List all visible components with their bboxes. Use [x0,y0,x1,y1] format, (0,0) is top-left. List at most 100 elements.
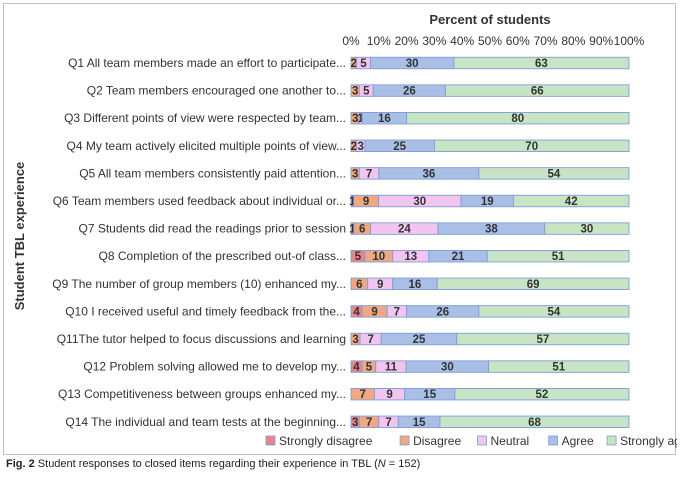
data-label: 68 [528,417,541,429]
bar-segment [456,332,630,346]
stacked-bar-chart: Percent of students Student TBL experien… [12,12,677,448]
bar-segment [478,305,630,318]
x-tick-label: 0% [342,34,360,48]
category-label: Q11The tutor helped to focus discussions… [57,332,346,346]
data-label: 11 [385,362,398,374]
data-label: 51 [552,251,565,263]
data-label: 30 [580,224,593,236]
bar-row: 1 6 24 38 30 [349,222,630,236]
bar-row: 3 1 16 80 [350,111,630,125]
category-labels: Q1 All team members made an effort to pa… [52,56,346,429]
data-label: 19 [481,196,494,208]
category-label: Q1 All team members made an effort to pa… [68,56,346,70]
bar-row: 1 9 30 19 42 [349,194,630,208]
category-label: Q6 Team members used feedback about indi… [53,194,346,208]
x-tick-label: 50% [478,34,502,48]
legend-swatch [477,435,487,446]
data-label: 3 [352,113,358,125]
data-label: 9 [377,279,383,291]
x-tick-label: 100% [614,34,645,48]
legend-swatch [606,435,617,446]
data-label: 16 [378,113,391,125]
data-label: 5 [355,251,362,263]
data-label: 42 [565,196,578,208]
x-tick-label: 10% [367,34,391,48]
bar-segment [478,167,630,180]
category-label: Q5 All team members consistently paid at… [79,166,346,180]
y-axis-label: Student TBL experience [12,162,27,311]
data-label: 5 [363,86,370,98]
category-label: Q13 Competitiveness between groups enhan… [58,387,346,401]
data-label: 3 [352,86,358,98]
category-label: Q10 I received useful and timely feedbac… [65,304,346,318]
bar-row: 3 7 36 54 [350,167,630,180]
legend-label: Strongly disagree [279,434,373,448]
x-tick-label: 90% [589,34,613,48]
data-label: 25 [413,334,426,346]
data-label: 2 [351,58,357,70]
data-label: 3 [352,334,358,346]
legend: Strongly disagree Disagree Neutral Agree Str… [265,434,677,448]
bar-row: 6 9 16 69 [350,277,630,291]
data-label: 24 [398,224,411,236]
data-label: 7 [367,334,373,346]
data-label: 3 [352,417,358,429]
data-label: 6 [359,224,365,236]
data-label: 80 [511,113,524,125]
data-label: 25 [393,141,406,153]
bar-row: 3 7 7 15 68 [350,415,630,429]
x-axis-ticks: 0% 10% 20% 30% 40% 50% 60% 70% 80% 90% 100% [342,34,644,48]
x-tick-label: 40% [450,34,474,48]
data-label: 4 [353,362,360,374]
data-label: 54 [548,168,561,180]
bar-row: 4 9 7 26 54 [350,305,630,318]
bar-segment [454,388,630,401]
caption-n-symbol: N [377,458,386,470]
bar-row: 2 5 30 63 [350,56,630,70]
data-label: 7 [394,306,400,318]
data-label: 7 [360,389,366,401]
data-label: 7 [366,168,372,180]
data-label: 70 [525,141,538,153]
bar-segment [433,139,630,153]
legend-label: Neutral [491,434,530,448]
data-label: 63 [535,58,548,70]
category-label: Q12 Problem solving allowed me to develo… [83,360,346,374]
legend-swatch [548,435,558,446]
figure-caption: Fig. 2 Student responses to closed items… [6,458,420,470]
data-label: 3 [352,168,358,180]
data-label: 5 [360,58,367,70]
data-label: 26 [403,86,416,98]
category-label: Q2 Team members encouraged one another t… [87,84,346,98]
data-label: 1 [349,196,356,208]
bar-segment [436,277,630,290]
data-label: 26 [436,306,449,318]
data-label: 10 [372,251,385,263]
data-label: 16 [409,279,422,291]
data-label: 69 [527,279,540,291]
data-label: 9 [363,196,369,208]
data-label: 4 [353,306,360,318]
legend-swatch [399,435,410,446]
data-label: 5 [366,362,373,374]
bar-segment [544,222,630,235]
data-label: 9 [371,306,377,318]
legend-label: Disagree [413,434,461,448]
category-label: Q3 Different points of view were respect… [64,111,346,125]
data-label: 51 [552,362,565,374]
category-label: Q7 Students did read the readings prior … [79,222,347,236]
data-label: 38 [485,224,498,236]
bar-row: 3 5 26 66 [350,84,630,98]
data-label: 15 [423,389,436,401]
data-label: 66 [531,86,544,98]
bar-row: 5 10 13 21 51 [350,249,630,263]
category-label: Q14 The individual and team tests at the… [65,415,346,429]
data-label: 57 [536,334,549,346]
x-tick-label: 70% [534,34,558,48]
data-label: 9 [386,389,392,401]
bar-segment [488,360,630,373]
bar-row: 3 7 25 57 [350,332,630,346]
chart-panel: Percent of students Student TBL experien… [3,3,677,455]
x-tick-label: 20% [395,34,419,48]
